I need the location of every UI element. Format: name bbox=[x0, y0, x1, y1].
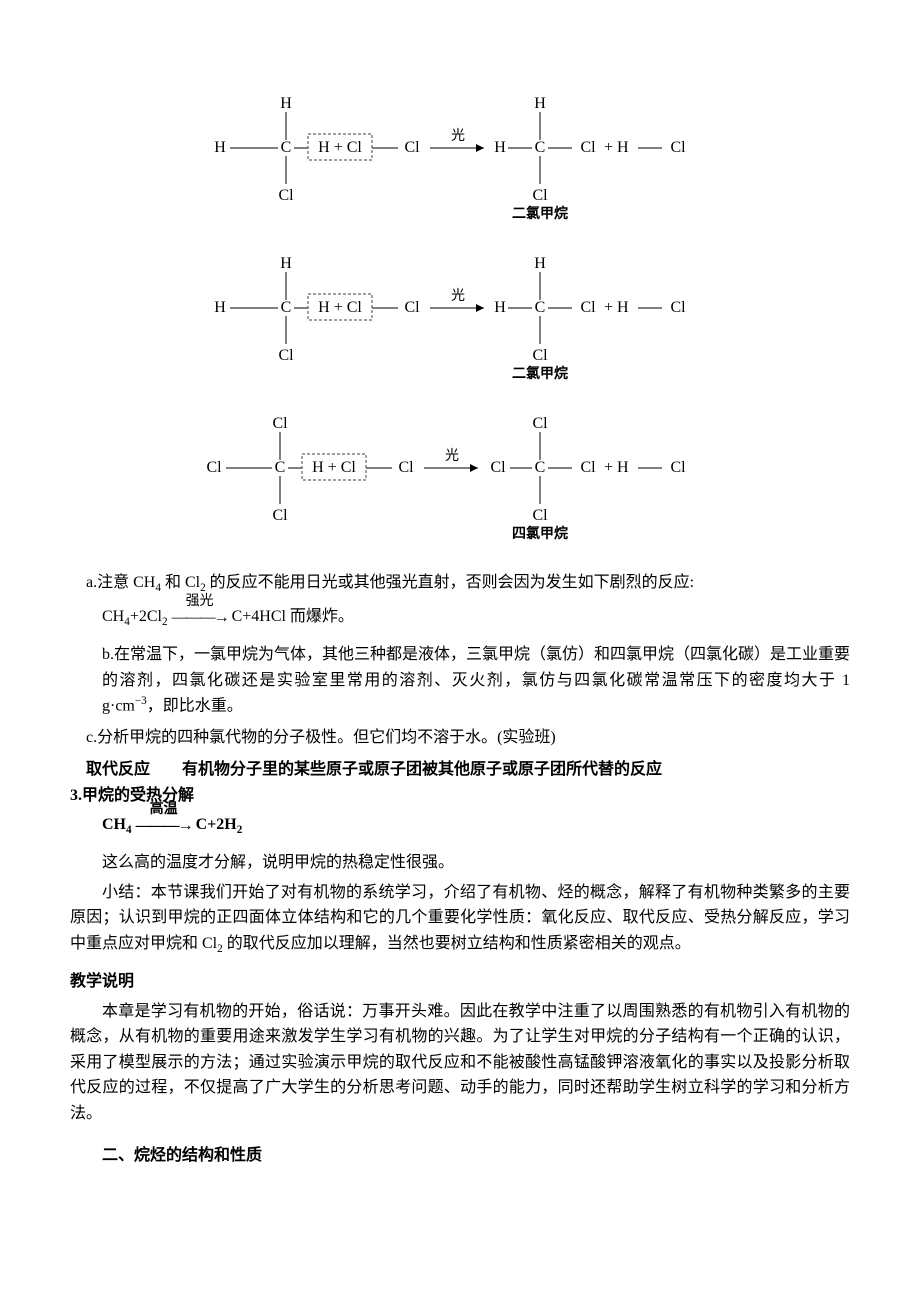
text: 的反应不能用日光或其他强光直射，否则会因为发生如下剧烈的反应: bbox=[206, 574, 694, 591]
text: C+4HCl 而爆炸。 bbox=[232, 608, 354, 625]
atom-label: H bbox=[280, 95, 292, 112]
atom-label: H + Cl bbox=[318, 299, 362, 316]
subscript: 2 bbox=[237, 824, 243, 836]
teaching-note-title: 教学说明 bbox=[70, 969, 850, 995]
atom-label: Cl bbox=[272, 415, 288, 432]
atom-label: C bbox=[535, 459, 546, 476]
diagram-caption: 四氯甲烷 bbox=[512, 525, 568, 540]
atom-label: C bbox=[535, 299, 546, 316]
atom-label: Cl bbox=[278, 347, 294, 364]
atom-label: Cl bbox=[206, 459, 222, 476]
text: c.分析甲烷的四种氯代物的分子极性。但它们均不溶于水。(实验班) bbox=[86, 729, 556, 746]
atom-label: Cl bbox=[532, 415, 548, 432]
atom-label: + H bbox=[604, 139, 629, 156]
atom-label: H bbox=[494, 299, 506, 316]
atom-label: C bbox=[535, 139, 546, 156]
text: +2Cl bbox=[130, 608, 162, 625]
atom-label: C bbox=[281, 299, 292, 316]
atom-label: H + Cl bbox=[312, 459, 356, 476]
atom-label: H + Cl bbox=[318, 139, 362, 156]
diagram-3: Cl Cl C H + Cl Cl Cl 光 Cl Cl C Cl Cl + H… bbox=[70, 410, 850, 540]
atom-label: Cl bbox=[580, 299, 596, 316]
atom-label: H bbox=[214, 139, 226, 156]
reaction-arrow: 高温 ———→ bbox=[136, 813, 192, 839]
atom-label: C bbox=[275, 459, 286, 476]
section-2-title: 二、烷烃的结构和性质 bbox=[70, 1143, 850, 1169]
equation-1: CH4+2Cl2 强光 ———→ C+4HCl 而爆炸。 bbox=[102, 604, 850, 632]
diagram-1: H H C H + Cl Cl Cl 光 H H C Cl Cl + H Cl … bbox=[70, 90, 850, 220]
note-b: b.在常温下，一氯甲烷为气体，其他三种都是液体，三氯甲烷（氯仿）和四氯甲烷（四氯… bbox=[102, 642, 850, 719]
arrow-label: 光 bbox=[451, 288, 465, 304]
note-c: c.分析甲烷的四种氯代物的分子极性。但它们均不溶于水。(实验班) bbox=[102, 725, 850, 751]
atom-label: C bbox=[281, 139, 292, 156]
superscript: −3 bbox=[135, 695, 147, 707]
diagram-2: H H C H + Cl Cl Cl 光 H H C Cl Cl + H Cl … bbox=[70, 250, 850, 380]
definition-substitution: 取代反应 有机物分子里的某些原子或原子团被其他原子或原子团所代替的反应 bbox=[86, 757, 850, 783]
text: CH bbox=[102, 816, 126, 833]
atom-label: Cl bbox=[404, 139, 420, 156]
text: C+2H bbox=[196, 816, 237, 833]
text: 和 Cl bbox=[161, 574, 200, 591]
atom-label: Cl bbox=[490, 459, 506, 476]
diagram-caption: 二氯甲烷 bbox=[512, 365, 568, 380]
atom-label: H bbox=[534, 255, 546, 272]
atom-label: H bbox=[494, 139, 506, 156]
arrow-label: 高温 bbox=[136, 799, 192, 821]
para-summary: 小结：本节课我们开始了对有机物的系统学习，介绍了有机物、烃的概念，解释了有机物种… bbox=[70, 880, 850, 959]
atom-label: Cl bbox=[580, 139, 596, 156]
text: 的取代反应加以理解，当然也要树立结构和性质紧密相关的观点。 bbox=[223, 935, 691, 952]
atom-label: Cl bbox=[670, 299, 686, 316]
atom-label: Cl bbox=[398, 459, 414, 476]
atom-label: Cl bbox=[670, 139, 686, 156]
arrow-label: 光 bbox=[451, 128, 465, 144]
atom-label: Cl bbox=[670, 459, 686, 476]
atom-label: Cl bbox=[278, 187, 294, 204]
text: a.注意 CH bbox=[86, 574, 155, 591]
arrow-label: 强光 bbox=[172, 591, 228, 613]
atom-label: Cl bbox=[272, 507, 288, 524]
equation-2: CH4 高温 ———→ C+2H2 bbox=[102, 812, 850, 840]
reaction-arrow: 强光 ———→ bbox=[172, 605, 228, 631]
atom-label: H bbox=[280, 255, 292, 272]
diagram-caption: 二氯甲烷 bbox=[512, 205, 568, 220]
atom-label: Cl bbox=[532, 187, 548, 204]
teaching-note-body: 本章是学习有机物的开始，俗话说：万事开头难。因此在教学中注重了以周围熟悉的有机物… bbox=[70, 999, 850, 1127]
atom-label: Cl bbox=[580, 459, 596, 476]
atom-label: H bbox=[214, 299, 226, 316]
subscript: 2 bbox=[162, 616, 168, 628]
text: ，即比水重。 bbox=[147, 698, 243, 715]
atom-label: H bbox=[534, 95, 546, 112]
atom-label: + H bbox=[604, 459, 629, 476]
atom-label: + H bbox=[604, 299, 629, 316]
atom-label: Cl bbox=[404, 299, 420, 316]
atom-label: Cl bbox=[532, 507, 548, 524]
para-stability: 这么高的温度才分解，说明甲烷的热稳定性很强。 bbox=[70, 850, 850, 876]
subscript: 4 bbox=[126, 824, 132, 836]
text: CH bbox=[102, 608, 124, 625]
atom-label: Cl bbox=[532, 347, 548, 364]
arrow-label: 光 bbox=[445, 448, 459, 464]
